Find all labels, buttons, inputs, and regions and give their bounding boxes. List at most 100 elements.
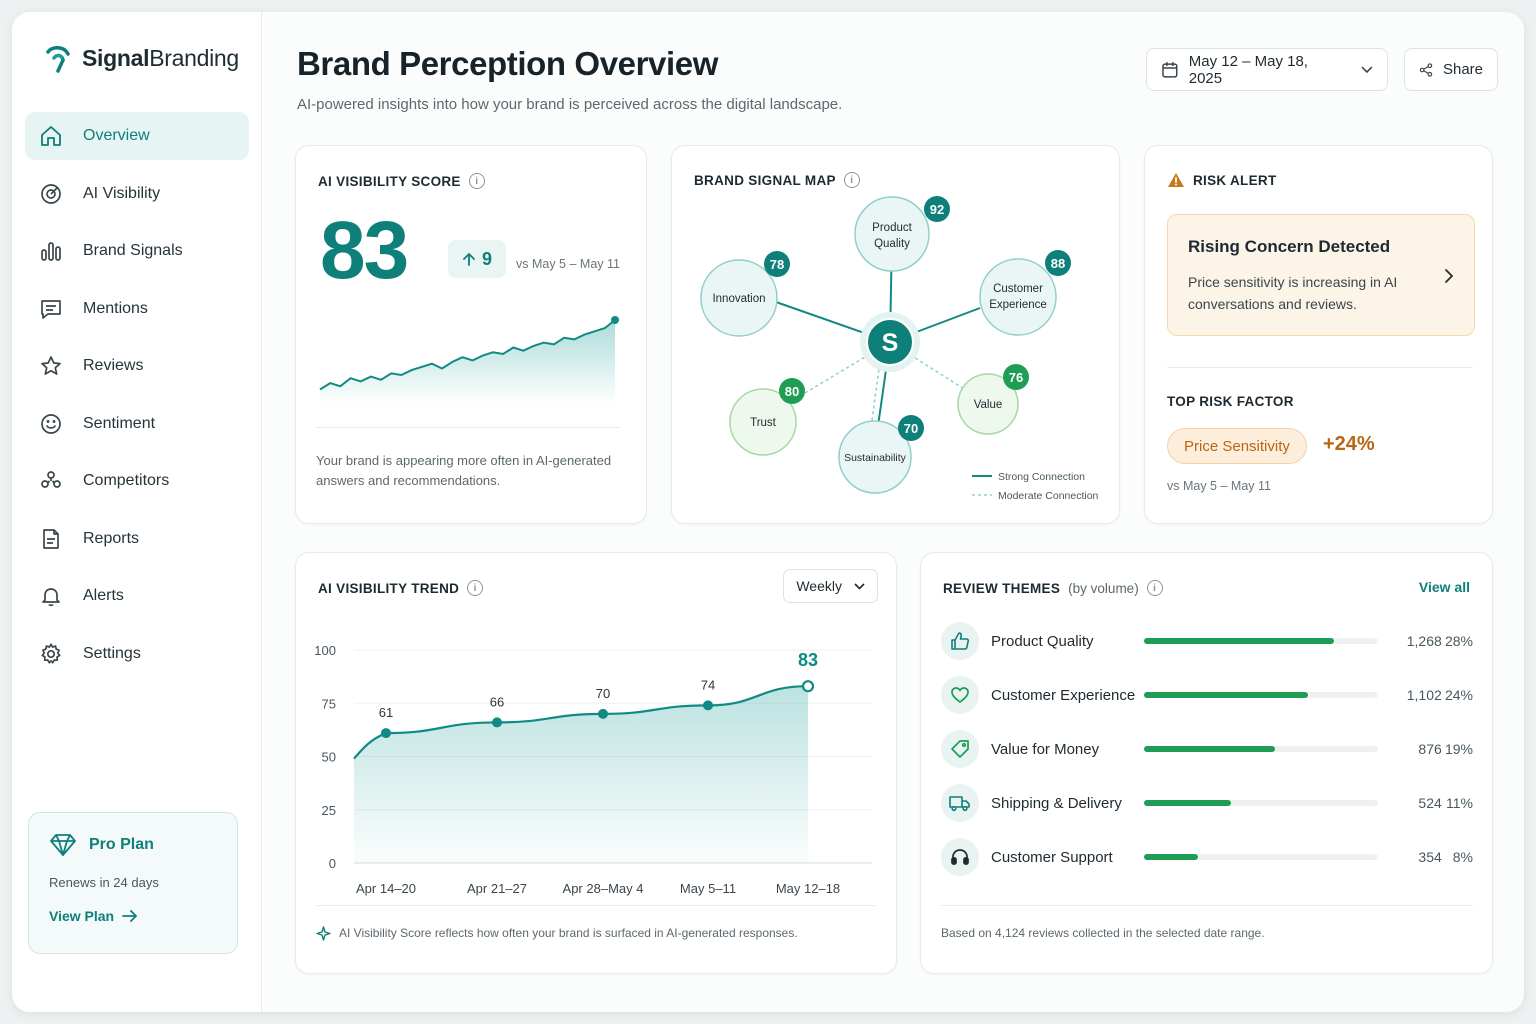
node-value[interactable]: Value 76	[957, 364, 1029, 435]
thumbs-up-icon	[951, 632, 970, 650]
info-icon[interactable]: i	[1146, 580, 1163, 596]
theme-row-shipping-delivery[interactable]: Shipping & Delivery 524 11%	[941, 783, 1473, 823]
theme-percent: 8%	[1452, 849, 1473, 865]
svg-text:92: 92	[930, 202, 944, 217]
svg-text:78: 78	[770, 257, 784, 272]
date-range-picker[interactable]: May 12 – May 18, 2025	[1146, 48, 1388, 91]
sidebar-item-alerts[interactable]: Alerts	[25, 572, 249, 620]
sparkline-area	[320, 320, 615, 404]
theme-row-value-for-money[interactable]: Value for Money 876 19%	[941, 729, 1473, 769]
svg-text:S: S	[882, 329, 899, 357]
alert-body: Price sensitivity is increasing in AI co…	[1188, 274, 1398, 312]
divider	[941, 905, 1473, 906]
chevron-down-icon	[1361, 65, 1373, 73]
theme-percent: 19%	[1444, 741, 1473, 757]
top-risk-factor-title: TOP RISK FACTOR	[1167, 394, 1294, 409]
review-themes-card: REVIEW THEMES (by volume) i View all Pro…	[920, 552, 1493, 974]
brand-signal-map-card: BRAND SIGNAL MAP i Product Quality 92 Cu	[671, 145, 1120, 524]
bell-icon	[42, 588, 60, 607]
y-tick-label: 100	[314, 643, 336, 658]
svg-text:Value: Value	[974, 399, 1003, 411]
info-icon[interactable]: i	[468, 173, 485, 189]
sidebar-item-mentions[interactable]: Mentions	[25, 285, 249, 333]
card-title: AI VISIBILITY SCORE	[318, 173, 461, 189]
info-icon[interactable]: i	[843, 172, 860, 188]
heart-icon	[951, 687, 969, 703]
sparkline-line	[319, 319, 616, 391]
visibility-trend-chart: 0 25 50 75 100 Apr 14–20 Apr 21–27 Apr 28–May 4…	[314, 643, 872, 896]
theme-bar-fill	[1144, 746, 1276, 752]
brand-logo[interactable]: SignalBranding	[42, 42, 239, 74]
period-select[interactable]: Weekly	[783, 569, 878, 603]
trend-point	[381, 728, 391, 739]
share-icon	[1419, 62, 1433, 77]
theme-count: 876	[1418, 741, 1442, 757]
themes-note: Based on 4,124 reviews collected in the …	[941, 926, 1265, 940]
truck-icon	[949, 796, 970, 812]
chevron-right-icon	[1445, 269, 1454, 283]
x-tick-label: Apr 14–20	[356, 881, 416, 896]
tag-icon	[951, 740, 969, 758]
svg-text:Trust: Trust	[750, 417, 777, 429]
info-icon[interactable]: i	[467, 580, 484, 596]
svg-text:Moderate Connection: Moderate Connection	[998, 490, 1099, 502]
trend-data-label: 83	[798, 650, 818, 670]
sidebar: SignalBranding Overview AI Visibility Br…	[12, 12, 262, 1012]
view-all-link[interactable]: View all	[1418, 579, 1470, 595]
users-icon	[41, 471, 61, 488]
visibility-sparkline	[319, 316, 619, 404]
arrow-up-icon	[463, 252, 475, 266]
sidebar-nav: Overview AI Visibility Brand Signals Men…	[25, 112, 249, 687]
theme-bar-track	[1144, 746, 1379, 752]
svg-text:88: 88	[1051, 256, 1065, 271]
sidebar-item-reports[interactable]: Reports	[25, 515, 249, 563]
sidebar-item-sentiment[interactable]: Sentiment	[25, 400, 249, 448]
risk-factor-chip[interactable]: Price Sensitivity	[1167, 428, 1307, 464]
theme-row-customer-support[interactable]: Customer Support 354 8%	[941, 837, 1473, 877]
y-tick-label: 25	[322, 803, 336, 818]
x-tick-label: May 5–11	[680, 881, 736, 896]
trend-point	[598, 708, 608, 719]
warning-icon	[1168, 173, 1184, 187]
trend-point	[801, 680, 815, 693]
node-innovation[interactable]: Innovation 78	[700, 251, 790, 337]
sidebar-item-ai-visibility[interactable]: AI Visibility	[25, 170, 249, 218]
sidebar-item-settings[interactable]: Settings	[25, 630, 249, 678]
x-tick-label: Apr 28–May 4	[563, 881, 644, 896]
trend-data-label: 66	[490, 694, 504, 709]
sidebar-item-competitors[interactable]: Competitors	[25, 457, 249, 505]
risk-compare-period: vs May 5 – May 11	[1167, 479, 1271, 493]
sidebar-item-reviews[interactable]: Reviews	[25, 342, 249, 390]
node-product-quality[interactable]: Product Quality 92	[854, 196, 950, 272]
risk-alert-card: RISK ALERT Rising Concern Detected Price…	[1144, 145, 1493, 524]
theme-row-product-quality[interactable]: Product Quality 1,268 28%	[941, 621, 1473, 661]
svg-text:Strong Connection: Strong Connection	[998, 471, 1085, 483]
node-trust[interactable]: Trust 80	[729, 378, 805, 456]
plan-title: Pro Plan	[89, 836, 154, 853]
calendar-icon	[1162, 61, 1178, 78]
sidebar-item-overview[interactable]: Overview	[25, 112, 249, 160]
theme-row-customer-experience[interactable]: Customer Experience 1,102 24%	[941, 675, 1473, 715]
svg-text:Quality: Quality	[874, 238, 910, 250]
sparkline-end-dot	[611, 316, 619, 324]
sidebar-item-brand-signals[interactable]: Brand Signals	[25, 227, 249, 275]
document-icon	[43, 528, 59, 549]
share-button[interactable]: Share	[1404, 48, 1498, 91]
node-customer-experience[interactable]: Customer Experience 88	[979, 250, 1071, 336]
view-plan-link[interactable]: View Plan	[49, 908, 217, 924]
svg-text:Sustainability: Sustainability	[844, 452, 907, 464]
trend-note: AI Visibility Score reflects how often y…	[339, 926, 798, 940]
score-delta-badge: 9	[448, 240, 506, 278]
target-icon	[41, 183, 61, 204]
node-sustainability[interactable]: Sustainability 70	[838, 415, 924, 494]
signal-logo-icon	[46, 46, 70, 73]
brand-center-node[interactable]: S	[860, 312, 920, 372]
card-title: AI VISIBILITY TREND	[318, 580, 460, 596]
alert-title: Rising Concern Detected	[1188, 237, 1391, 256]
trend-area	[354, 686, 808, 863]
risk-alert-banner[interactable]: Rising Concern Detected Price sensitivit…	[1167, 214, 1475, 336]
pro-plan-card: Pro Plan Renews in 24 days View Plan	[28, 812, 238, 954]
graph-legend: Strong Connection Moderate Connection	[972, 471, 1099, 502]
theme-percent: 28%	[1444, 633, 1473, 649]
card-title: BRAND SIGNAL MAP	[694, 172, 836, 188]
